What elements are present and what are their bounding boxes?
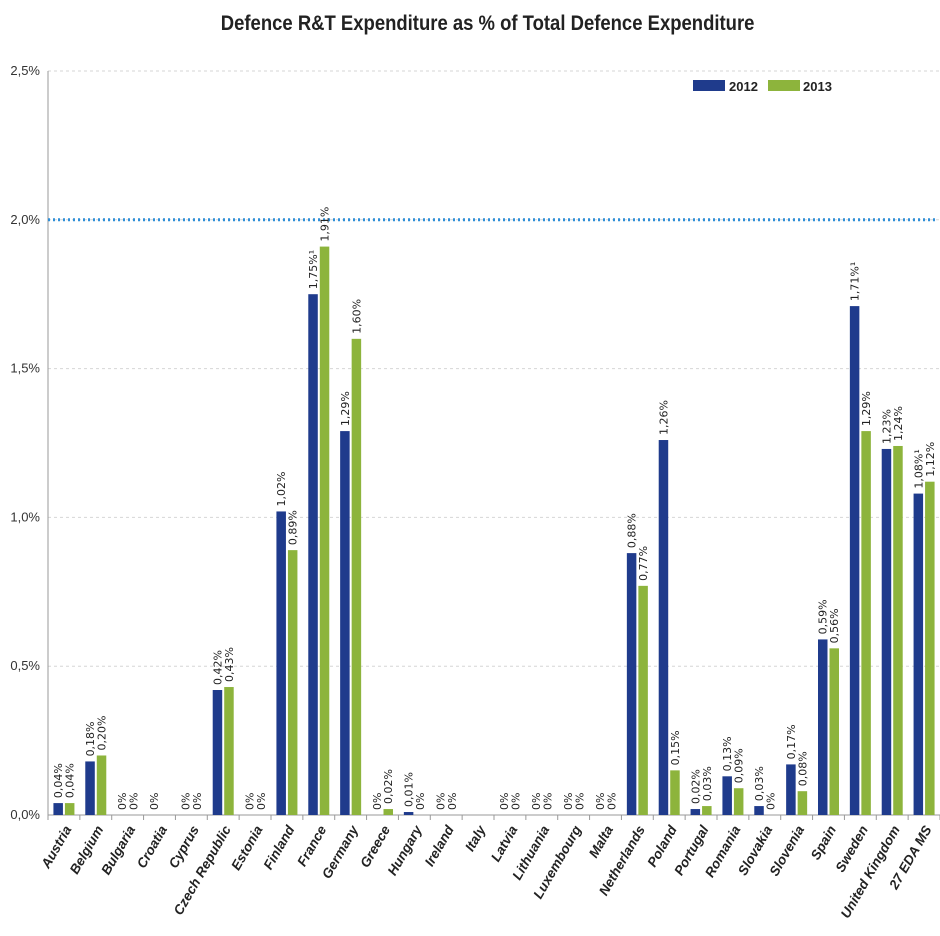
data-label: 0% <box>127 793 140 810</box>
bar-2012-poland <box>659 440 669 815</box>
data-label: 1,26% <box>657 400 670 435</box>
data-labels: 0,04%0,04%0,18%0,20%0%0% 0% 0%0%0,42%0,43%… <box>52 207 937 810</box>
y-tick-label: 0,5% <box>10 658 40 673</box>
legend: 2012 2013 <box>693 79 832 94</box>
bar-2012-portugal <box>691 809 701 815</box>
bar-2013-sweden <box>861 431 871 815</box>
data-label: 0% <box>605 793 618 810</box>
bar-2013-finland <box>288 550 298 815</box>
legend-label-2012: 2012 <box>729 79 758 94</box>
bar-2013-spain <box>830 648 840 815</box>
data-label: 0% <box>446 793 459 810</box>
data-label: 0% <box>765 793 778 810</box>
y-tick-label: 0,0% <box>10 807 40 822</box>
axes: 0,0% 0,5% 1,0% 1,5% 2,0% 2,5% <box>10 63 940 822</box>
bar-2012-czech-republic <box>213 690 223 815</box>
bars <box>53 247 934 815</box>
bar-2013-belgium <box>97 755 107 815</box>
legend-swatch-2012 <box>693 80 725 91</box>
bar-2013-portugal <box>702 806 712 815</box>
bar-2012-27-eda-ms <box>914 494 924 815</box>
category-label: Malta <box>586 823 616 861</box>
data-label: 0,56% <box>828 608 841 643</box>
y-tick-label: 1,0% <box>10 509 40 524</box>
bar-2012-germany <box>340 431 350 815</box>
data-label: 0,04% <box>64 763 77 798</box>
bar-2013-poland <box>670 770 680 815</box>
bar-2013-romania <box>734 788 744 815</box>
data-label: 0% <box>148 793 161 810</box>
bar-2013-czech-republic <box>224 687 234 815</box>
bar-2012-belgium <box>85 761 95 815</box>
bar-2012-spain <box>818 639 828 815</box>
data-label: 0% <box>255 793 268 810</box>
category-label: Spain <box>808 823 839 862</box>
bar-2013-united-kingdom <box>893 446 903 815</box>
data-label: 0,15% <box>669 730 682 765</box>
y-tick-label: 2,0% <box>10 212 40 227</box>
data-label: 1,12% <box>924 442 937 477</box>
data-label: 1,75%¹ <box>307 250 320 289</box>
bar-2012-slovenia <box>786 764 796 815</box>
legend-label-2013: 2013 <box>803 79 832 94</box>
data-label: 0,77% <box>637 546 650 581</box>
category-label: Finland <box>261 822 298 872</box>
data-label: 0% <box>510 793 523 810</box>
data-label: 0,89% <box>287 510 300 545</box>
bar-2013-france <box>320 247 330 815</box>
category-label: France <box>294 823 329 869</box>
data-label: 1,60% <box>350 299 363 334</box>
data-label: 1,29% <box>860 391 873 426</box>
category-labels: AustriaBelgiumBulgariaCroatiaCyprusCzech… <box>38 822 935 921</box>
data-label: 0% <box>191 793 204 810</box>
data-label: 1,91% <box>319 207 332 242</box>
data-label: 1,24% <box>892 406 905 441</box>
bar-2013-slovenia <box>798 791 808 815</box>
bar-2012-united-kingdom <box>882 449 892 815</box>
data-label: 0,03% <box>701 766 714 801</box>
data-label: 0,08% <box>796 751 809 786</box>
data-label: 0% <box>542 793 555 810</box>
data-label: 0% <box>573 793 586 810</box>
data-label: 0,88% <box>626 513 639 548</box>
bar-2013-germany <box>352 339 362 815</box>
data-label: 1,29% <box>339 391 352 426</box>
y-tick-label: 2,5% <box>10 63 40 78</box>
data-label: 0,02% <box>382 769 395 804</box>
bar-2013-austria <box>65 803 75 815</box>
bar-2012-hungary <box>404 812 414 815</box>
category-label: Ireland <box>422 822 457 868</box>
category-label: Latvia <box>488 823 521 865</box>
bar-2012-slovakia <box>754 806 764 815</box>
bar-2012-austria <box>53 803 63 815</box>
data-label: 0,09% <box>733 748 746 783</box>
data-label: 0,20% <box>96 716 109 751</box>
category-label: Italy <box>462 822 489 854</box>
data-label: 1,71%¹ <box>849 262 862 301</box>
data-label: 0,43% <box>223 647 236 682</box>
bar-2013-greece <box>384 809 394 815</box>
legend-swatch-2013 <box>768 80 800 91</box>
bar-2013-netherlands <box>638 586 648 815</box>
y-tick-label: 1,5% <box>10 361 40 376</box>
bar-2012-france <box>308 294 318 815</box>
bar-2012-sweden <box>850 306 860 815</box>
data-label: 1,02% <box>275 471 288 506</box>
bar-2012-finland <box>276 511 286 815</box>
bar-2012-netherlands <box>627 553 637 815</box>
data-label: 0% <box>414 793 427 810</box>
gridlines <box>48 71 940 666</box>
bar-2012-romania <box>722 776 732 815</box>
bar-2013-27-eda-ms <box>925 482 935 815</box>
